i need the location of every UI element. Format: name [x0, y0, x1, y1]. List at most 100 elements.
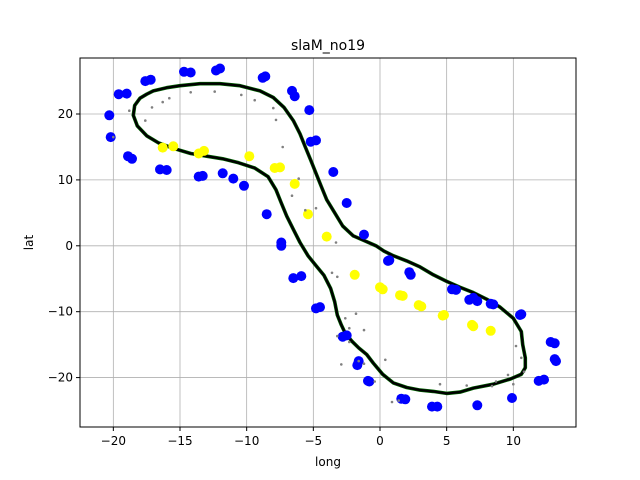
gray-point — [161, 100, 164, 104]
blue-point — [161, 165, 172, 175]
blue-point — [185, 67, 196, 78]
blue-point — [304, 105, 315, 116]
gray-point — [128, 109, 131, 112]
yellow-point — [349, 269, 360, 280]
blue-point — [364, 376, 375, 387]
blue-point — [145, 74, 156, 85]
blue-point — [261, 209, 272, 220]
yellow-point — [439, 310, 449, 320]
gray-point — [506, 373, 510, 377]
gray-point — [514, 344, 518, 348]
yellow-point — [485, 325, 496, 336]
x-tick-label: 5 — [443, 434, 451, 448]
y-tick-label: 10 — [58, 173, 73, 187]
x-tick-label: 10 — [506, 434, 521, 448]
blue-point — [276, 240, 287, 251]
gray-point — [357, 359, 361, 363]
blue-point — [341, 330, 352, 341]
x-tick-label: −20 — [101, 434, 126, 448]
blue-point — [311, 135, 321, 146]
blue-point — [516, 309, 527, 320]
yellow-point — [468, 321, 479, 332]
gray-point — [144, 119, 147, 122]
y-tick-label: −10 — [48, 305, 73, 319]
gray-point — [112, 135, 115, 139]
yellow-point — [416, 301, 427, 312]
blue-point — [296, 271, 307, 282]
grid — [80, 58, 576, 427]
yellow-point — [168, 141, 179, 152]
x-tick-label: −5 — [304, 434, 322, 448]
plot-frame — [79, 57, 577, 428]
blue-point — [228, 173, 239, 184]
gray-point — [253, 98, 256, 102]
x-tick-label: −10 — [234, 434, 259, 448]
gray-point — [150, 106, 154, 109]
gray-point — [168, 96, 171, 100]
y-tick-label: 20 — [58, 107, 73, 121]
blue-point — [472, 400, 483, 411]
gray-point — [334, 241, 338, 244]
blue-point — [288, 273, 299, 284]
gray-point — [213, 90, 216, 93]
x-axis-label: long — [315, 455, 341, 469]
y-axis-label: lat — [22, 235, 36, 251]
axis-ticks: −20 −15 −10 −5 0 5 10 −20 −10 0 10 20 — [48, 107, 521, 448]
chart-title: slaM_no19 — [291, 38, 365, 54]
blue-point — [217, 168, 228, 179]
blue-point — [539, 374, 549, 385]
gray-point — [189, 91, 192, 94]
blue-point — [400, 394, 411, 405]
gray-point — [274, 118, 278, 122]
x-tick-label: 0 — [376, 434, 384, 448]
gray-point — [397, 399, 401, 402]
yellow-point — [321, 231, 332, 242]
gray-point — [522, 370, 526, 374]
blue-point — [451, 284, 461, 295]
yellow-point — [157, 142, 168, 153]
gray-point — [494, 380, 498, 383]
blue-point — [507, 393, 517, 403]
gray-point — [348, 326, 351, 330]
blue-point — [289, 91, 300, 102]
blue-point — [121, 88, 132, 99]
gray-point — [465, 384, 469, 387]
blue-point — [341, 198, 352, 208]
track-layer — [131, 81, 528, 396]
gray-point — [336, 275, 339, 279]
gray-point — [290, 194, 294, 197]
blue-point — [197, 170, 208, 181]
points-layer — [104, 63, 561, 412]
blue-point — [127, 153, 137, 164]
yellow-point — [244, 151, 255, 162]
yellow-point — [397, 290, 408, 301]
blue-point — [384, 255, 395, 266]
blue-point — [113, 89, 124, 100]
yellow-point — [377, 284, 388, 295]
gray-point — [512, 382, 515, 386]
gray-point — [520, 356, 523, 360]
gray-point — [240, 93, 243, 97]
blue-point — [488, 299, 499, 310]
gray-point — [490, 384, 494, 388]
y-tick-label: 0 — [65, 239, 73, 253]
blue-point — [549, 338, 560, 349]
blue-point — [105, 132, 116, 143]
y-tick-label: −20 — [48, 371, 73, 385]
blue-point — [405, 269, 416, 280]
gray-point — [438, 382, 442, 386]
blue-point — [315, 302, 325, 313]
blue-point — [215, 63, 225, 74]
blue-point — [328, 167, 339, 177]
yellow-point — [303, 209, 313, 220]
gray-point — [304, 208, 307, 212]
gray-point — [272, 106, 275, 110]
gray-point — [336, 334, 339, 338]
gray-point — [384, 358, 387, 362]
gray-point — [362, 362, 366, 366]
yellow-point — [199, 145, 209, 156]
gray-point — [330, 271, 334, 275]
gray-point — [281, 145, 285, 149]
